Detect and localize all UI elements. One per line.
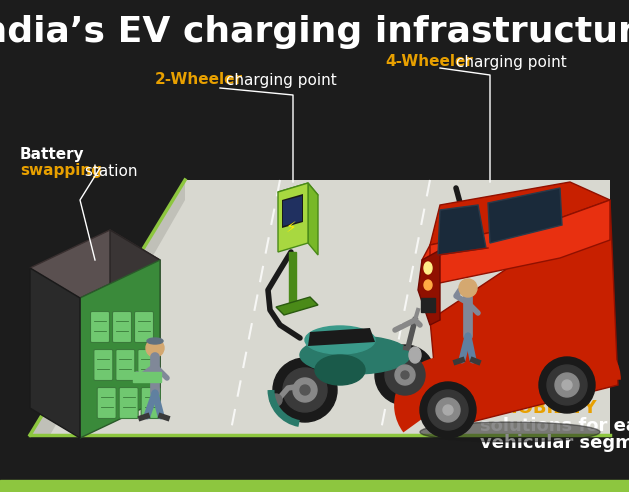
Circle shape <box>375 345 435 405</box>
Text: station: station <box>80 163 138 179</box>
Ellipse shape <box>424 280 432 290</box>
FancyBboxPatch shape <box>94 349 113 380</box>
Text: solutions for each: solutions for each <box>480 417 629 435</box>
Ellipse shape <box>305 326 375 354</box>
Ellipse shape <box>409 347 421 363</box>
Polygon shape <box>430 200 610 285</box>
Bar <box>133 372 161 382</box>
Ellipse shape <box>300 336 410 374</box>
Polygon shape <box>430 182 610 245</box>
Text: swapping: swapping <box>20 163 102 179</box>
Polygon shape <box>30 180 610 435</box>
Bar <box>0 480 629 492</box>
Circle shape <box>270 394 282 406</box>
Circle shape <box>539 357 595 413</box>
Polygon shape <box>282 194 303 228</box>
Circle shape <box>395 365 415 385</box>
Circle shape <box>562 380 572 390</box>
Circle shape <box>293 378 317 402</box>
Polygon shape <box>308 183 318 255</box>
Polygon shape <box>418 250 440 325</box>
Circle shape <box>436 398 460 422</box>
Text: vehicular segment: vehicular segment <box>480 434 629 452</box>
Ellipse shape <box>315 355 365 385</box>
Circle shape <box>420 382 476 438</box>
FancyBboxPatch shape <box>113 311 131 342</box>
Polygon shape <box>30 230 160 298</box>
FancyBboxPatch shape <box>116 349 135 380</box>
Text: charging point: charging point <box>451 55 567 69</box>
Circle shape <box>146 339 164 357</box>
Polygon shape <box>278 183 308 252</box>
Ellipse shape <box>147 338 163 344</box>
Circle shape <box>459 279 477 297</box>
FancyBboxPatch shape <box>119 388 138 419</box>
Polygon shape <box>80 260 160 438</box>
Polygon shape <box>430 200 618 430</box>
Circle shape <box>385 355 425 395</box>
FancyBboxPatch shape <box>138 349 157 380</box>
Circle shape <box>273 358 337 422</box>
Polygon shape <box>276 297 318 315</box>
Polygon shape <box>438 205 486 255</box>
Polygon shape <box>488 188 562 243</box>
Ellipse shape <box>420 422 600 442</box>
Circle shape <box>300 385 310 395</box>
Text: Various: Various <box>480 379 555 397</box>
Polygon shape <box>422 245 440 320</box>
Ellipse shape <box>424 262 432 274</box>
Text: charging point: charging point <box>221 72 337 88</box>
Text: India’s EV charging infrastructure: India’s EV charging infrastructure <box>0 15 629 49</box>
FancyBboxPatch shape <box>141 388 160 419</box>
Polygon shape <box>283 196 302 226</box>
Polygon shape <box>30 180 185 435</box>
Text: Battery: Battery <box>20 148 85 162</box>
Polygon shape <box>308 328 375 346</box>
Circle shape <box>443 405 453 415</box>
Polygon shape <box>278 183 318 204</box>
FancyBboxPatch shape <box>97 388 116 419</box>
Bar <box>421 298 435 312</box>
Text: 2-Wheeler: 2-Wheeler <box>155 72 243 88</box>
Circle shape <box>547 365 587 405</box>
Text: ⚡: ⚡ <box>286 220 297 235</box>
Text: E-MOBILITY: E-MOBILITY <box>480 399 597 417</box>
Text: 4-Wheeler: 4-Wheeler <box>385 55 473 69</box>
Circle shape <box>283 368 327 412</box>
Bar <box>289 252 296 307</box>
Circle shape <box>428 390 468 430</box>
Polygon shape <box>110 230 160 400</box>
Circle shape <box>555 373 579 397</box>
Polygon shape <box>30 268 80 438</box>
FancyBboxPatch shape <box>135 311 153 342</box>
Circle shape <box>401 371 409 379</box>
FancyBboxPatch shape <box>91 311 109 342</box>
